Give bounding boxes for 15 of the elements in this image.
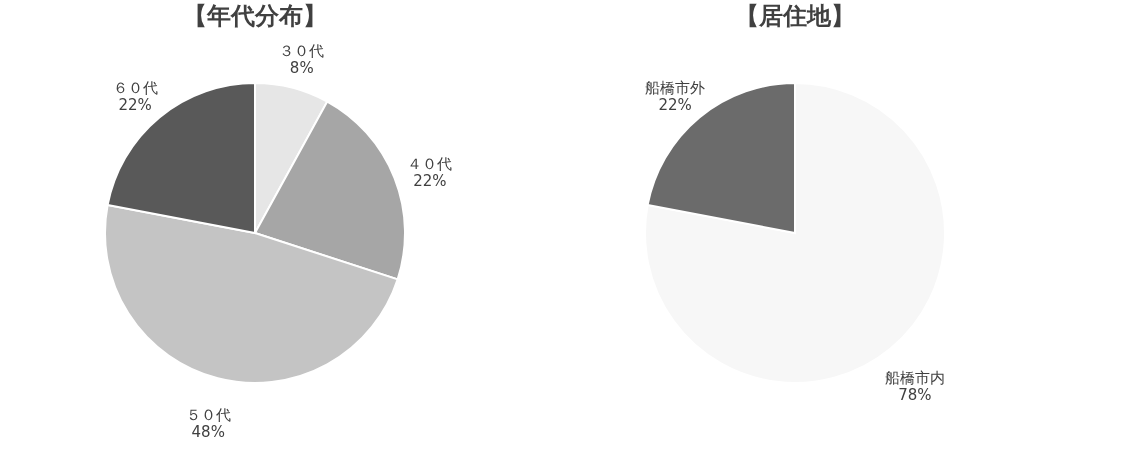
slice-label: 船橋市外: [645, 79, 706, 98]
slice-label: 船橋市内: [884, 368, 945, 387]
slice-label: ３０代: [279, 41, 325, 60]
chart-title: 【年代分布】: [183, 2, 327, 30]
slice-label: ４０代: [407, 154, 453, 173]
data-label: 22%: [118, 96, 152, 115]
data-label: 78%: [898, 385, 932, 404]
slice-label: ５０代: [185, 406, 231, 425]
data-label: 48%: [191, 423, 225, 442]
data-label: 22%: [413, 171, 447, 190]
data-label: 22%: [658, 96, 692, 115]
chart-title: 【居住地】: [735, 2, 855, 30]
data-label: 8%: [289, 58, 314, 77]
pie-slice: [644, 82, 946, 384]
slice-label: ６０代: [112, 79, 158, 98]
